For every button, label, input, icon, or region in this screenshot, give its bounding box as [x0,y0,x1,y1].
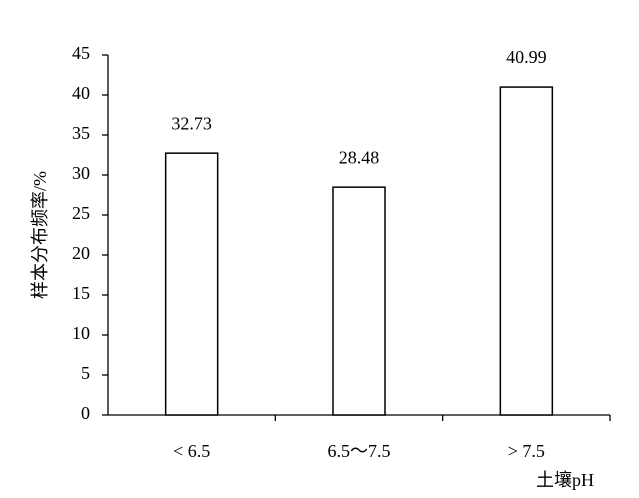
bar [499,86,554,416]
x-tick-label: < 6.5 [173,441,210,461]
bar [164,152,219,416]
y-tick-label: 40 [72,83,90,103]
y-axis-title: 样本分布频率/% [30,171,50,299]
y-tick-label: 15 [72,283,90,303]
y-tick-label: 5 [81,363,90,383]
y-tick-label: 10 [72,323,90,343]
value-label: 40.99 [506,47,547,67]
value-label: 28.48 [339,147,380,167]
x-tick-label: > 7.5 [508,441,545,461]
value-label: 32.73 [171,113,212,133]
y-tick-label: 0 [81,403,90,423]
x-tick-label: 6.5～7.5 [328,441,391,461]
y-tick-label: 35 [72,123,90,143]
y-tick-label: 30 [72,163,90,183]
y-tick-label: 45 [72,43,90,63]
x-axis-title: 土壤pH [536,470,594,490]
y-tick-label: 20 [72,243,90,263]
bar [332,186,386,416]
y-tick-label: 25 [72,203,90,223]
